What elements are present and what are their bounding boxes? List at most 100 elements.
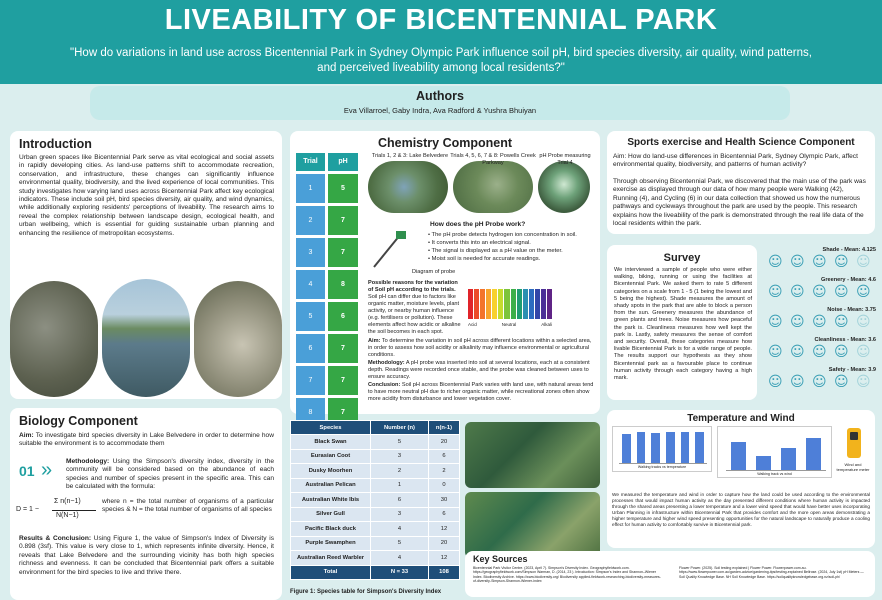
species-row: Dusky Moorhen 2 2 [290,463,461,479]
poster-title: LIVEABILITY OF BICENTENNIAL PARK [164,4,718,36]
species-nn1: 6 [427,506,461,522]
chem-aim-label: Aim: [368,338,381,344]
reasons-heading: Possible reasons for the variation of So… [368,280,458,293]
chem-conclusion: Conclusion: Soil pH across Bicentennial … [368,382,594,403]
trial-number: 5 [296,302,325,331]
species-count: 4 [370,550,429,566]
authors-names: Eva Villarroel, Gaby Indra, Ava Radford … [343,106,537,115]
person-icon: ☺ [812,374,827,390]
species-count: 4 [370,521,429,537]
probe-heading: How does the pH Probe work? [430,221,526,228]
photo-rock-bird [10,281,98,397]
introduction-panel: Introduction Urban green spaces like Bic… [10,131,282,399]
person-icon: ☺ [834,344,849,360]
species-row: Eurasian Coot 3 6 [290,448,461,464]
survey-mean-label: Greenery - Mean: 4.6 [820,277,876,283]
title-banner [0,0,882,44]
person-icon: ☺ [834,284,849,300]
wind-chart: Walking track vs wind [717,426,832,478]
trial-number: 6 [296,334,325,363]
species-row: Black Swan 5 20 [290,434,461,450]
person-icon: ☺ [834,374,849,390]
person-icon: ☺ [856,284,871,300]
survey-mean-label: Noise - Mean: 3.75 [827,307,876,313]
ph-column-header: pH [328,153,358,171]
chem-aim-text: To determine the variation in soil pH ac… [368,338,592,358]
trial-ph-value: 7 [328,334,358,363]
meter-caption: Wind and temperature meter [836,462,870,472]
ph-scale-segment [504,289,510,319]
species-rows: Black Swan 5 20 Eurasian Coot 3 6 Dusky Moorhe… [290,434,461,566]
sports-panel: Sports exercise and Health Science Compo… [607,131,875,234]
person-icon: ☺ [790,374,805,390]
nn1-header: n(n-1) [427,420,461,435]
total-n: N = 33 [370,564,429,580]
method-text: Using the Simpson's diversity index, div… [66,458,274,491]
ph-scale-segment [468,289,474,319]
species-row: Purple Swamphen 5 20 [290,535,461,551]
chemistry-heading: Chemistry Component [377,136,513,150]
temp-wind-heading: Temperature and Wind [687,413,795,424]
trial-ph-value: 5 [328,174,358,203]
probe-point: • Moist soil is needed for accurate read… [428,256,541,262]
species-name: Eurasian Coot [290,448,371,464]
person-icon: ☺ [812,254,827,270]
sports-heading: Sports exercise and Health Science Compo… [627,137,855,148]
probe-points: • The pH probe detects hydrogen ion conc… [428,231,594,263]
person-icon: ☺ [856,314,871,330]
method-label: Methodology: [66,458,110,465]
person-icon: ☺ [856,374,871,390]
species-name: Australian White Ibis [290,492,371,508]
person-icon: ☺ [768,284,783,300]
species-count: 3 [370,448,429,464]
chem-method: Methodology: A pH probe was inserted int… [368,360,594,381]
person-icon: ☺ [768,374,783,390]
wind-chart-plot [726,431,826,471]
species-count: 2 [370,463,429,479]
scale-label-alkali: Alkali [541,322,552,327]
ph-scale-segment [522,289,528,319]
species-name: Purple Swamphen [290,535,371,551]
aim-label: Aim: [19,432,34,439]
sources-col1: Bicentennial Park Visitor Centre. (2023,… [473,566,661,584]
ph-scale-segment [486,289,492,319]
sports-aim: Aim: How do land-use differences in Bice… [613,153,858,169]
trial-ph-value: 7 [328,238,358,267]
species-table: Species Number (n) n(n-1) Black Swan 5 20 E… [290,420,461,580]
species-nn1: 2 [427,463,461,479]
photo-ph-probe [538,161,590,213]
ph-scale-segment [492,289,498,319]
chem-aim: Aim: To determine the variation in soil … [368,338,594,359]
formula-denominator: N(N−1) [56,512,79,519]
species-count: 6 [370,492,429,508]
species-nn1: 0 [427,477,461,493]
species-name: Dusky Moorhen [290,463,371,479]
temperature-chart-caption: Walking tracks vs temperature [637,465,687,469]
simpson-formula: D = 1 − Σ n(n−1) N(N−1) [16,496,101,526]
trial-number: 7 [296,366,325,395]
species-name: Silver Gull [290,506,371,522]
survey-body: We interviewed a sample of people who we… [614,267,752,382]
wind-bar [781,447,796,470]
trial-ph-value: 6 [328,302,358,331]
species-row: Australian Reed Warbler 4 12 [290,550,461,566]
species-row: Australian Pelican 1 0 [290,477,461,493]
photo-lake-sign [465,422,600,488]
species-count: 1 [370,477,429,493]
sources-col2: Flower Power. (2025). Soil testing expla… [679,566,864,579]
number-header: Number (n) [370,420,429,435]
ph-probe-icon [373,231,406,268]
species-name: Australian Reed Warbler [290,550,371,566]
probe-point: • The signal is displayed as a pH value … [428,248,563,254]
survey-mean-label: Shade - Mean: 4.125 [822,247,876,253]
survey-means-pictograph: Shade - Mean: 4.125 ☺ ☺ ☺ ☺ ☺ Greenery - Mean:… [764,247,878,397]
probe-point: • The pH probe detects hydrogen ion conc… [428,232,577,238]
ph-scale-segment [498,289,504,319]
person-icon: ☺ [834,314,849,330]
species-nn1: 20 [427,535,461,551]
scale-label-acid: Acid [468,322,477,327]
